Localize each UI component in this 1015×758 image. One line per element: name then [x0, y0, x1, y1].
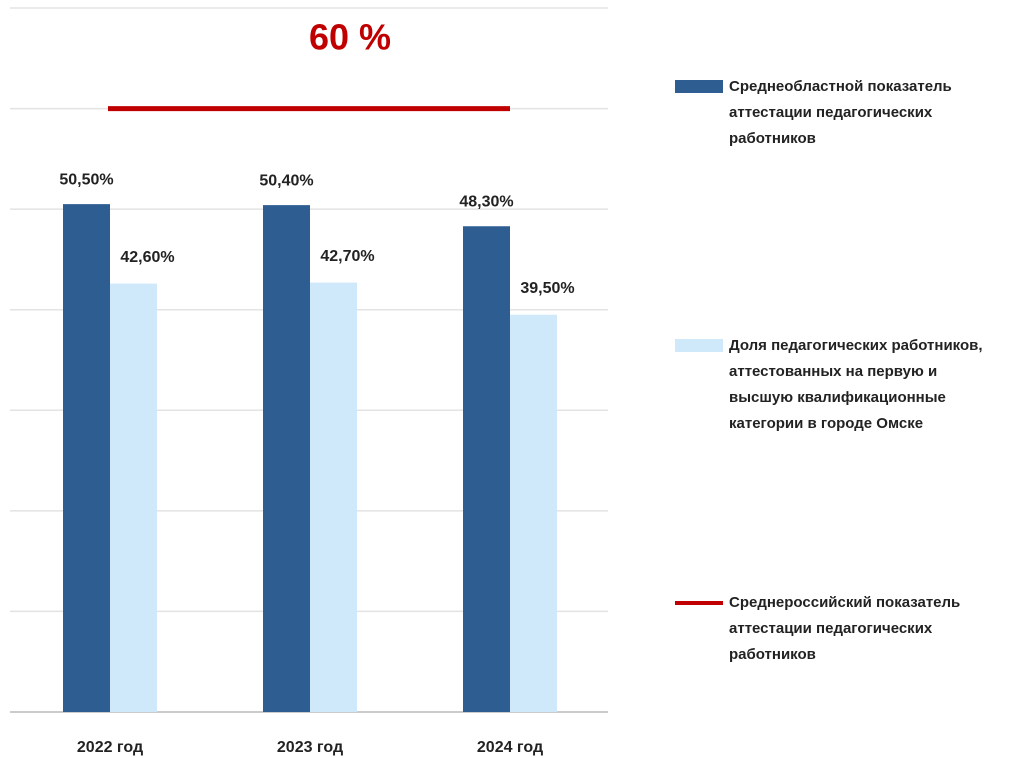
bar: [510, 314, 557, 712]
data-label: 42,60%: [120, 249, 174, 266]
bar: [310, 282, 357, 712]
bar: [463, 226, 510, 713]
legend-label: Среднероссийский показатель аттестации п…: [729, 594, 961, 663]
x-tick-label: 2023 год: [277, 739, 343, 756]
data-label: 42,70%: [320, 248, 374, 265]
legend-entry: Среднеобластной показатель аттестации пе…: [675, 74, 1005, 152]
legend-swatch: [675, 601, 723, 605]
x-tick-label: 2024 год: [477, 739, 543, 756]
bar: [263, 205, 310, 712]
data-label: 50,50%: [59, 171, 113, 188]
bar: [110, 283, 157, 712]
legend-label: Доля педагогических работников, аттестов…: [729, 337, 983, 432]
legend-swatch: [675, 80, 723, 93]
x-tick-label: 2022 год: [77, 739, 143, 756]
data-label: 48,30%: [459, 193, 513, 210]
reference-label: 60 %: [309, 17, 391, 58]
data-label: 39,50%: [520, 280, 574, 297]
legend-label: Среднеобластной показатель аттестации пе…: [729, 78, 952, 147]
legend-entry: Доля педагогических работников, аттестов…: [675, 333, 1005, 437]
legend-entry: Среднероссийский показатель аттестации п…: [675, 590, 1005, 668]
data-label: 50,40%: [259, 172, 313, 189]
legend-swatch: [675, 339, 723, 352]
bar: [63, 204, 110, 712]
